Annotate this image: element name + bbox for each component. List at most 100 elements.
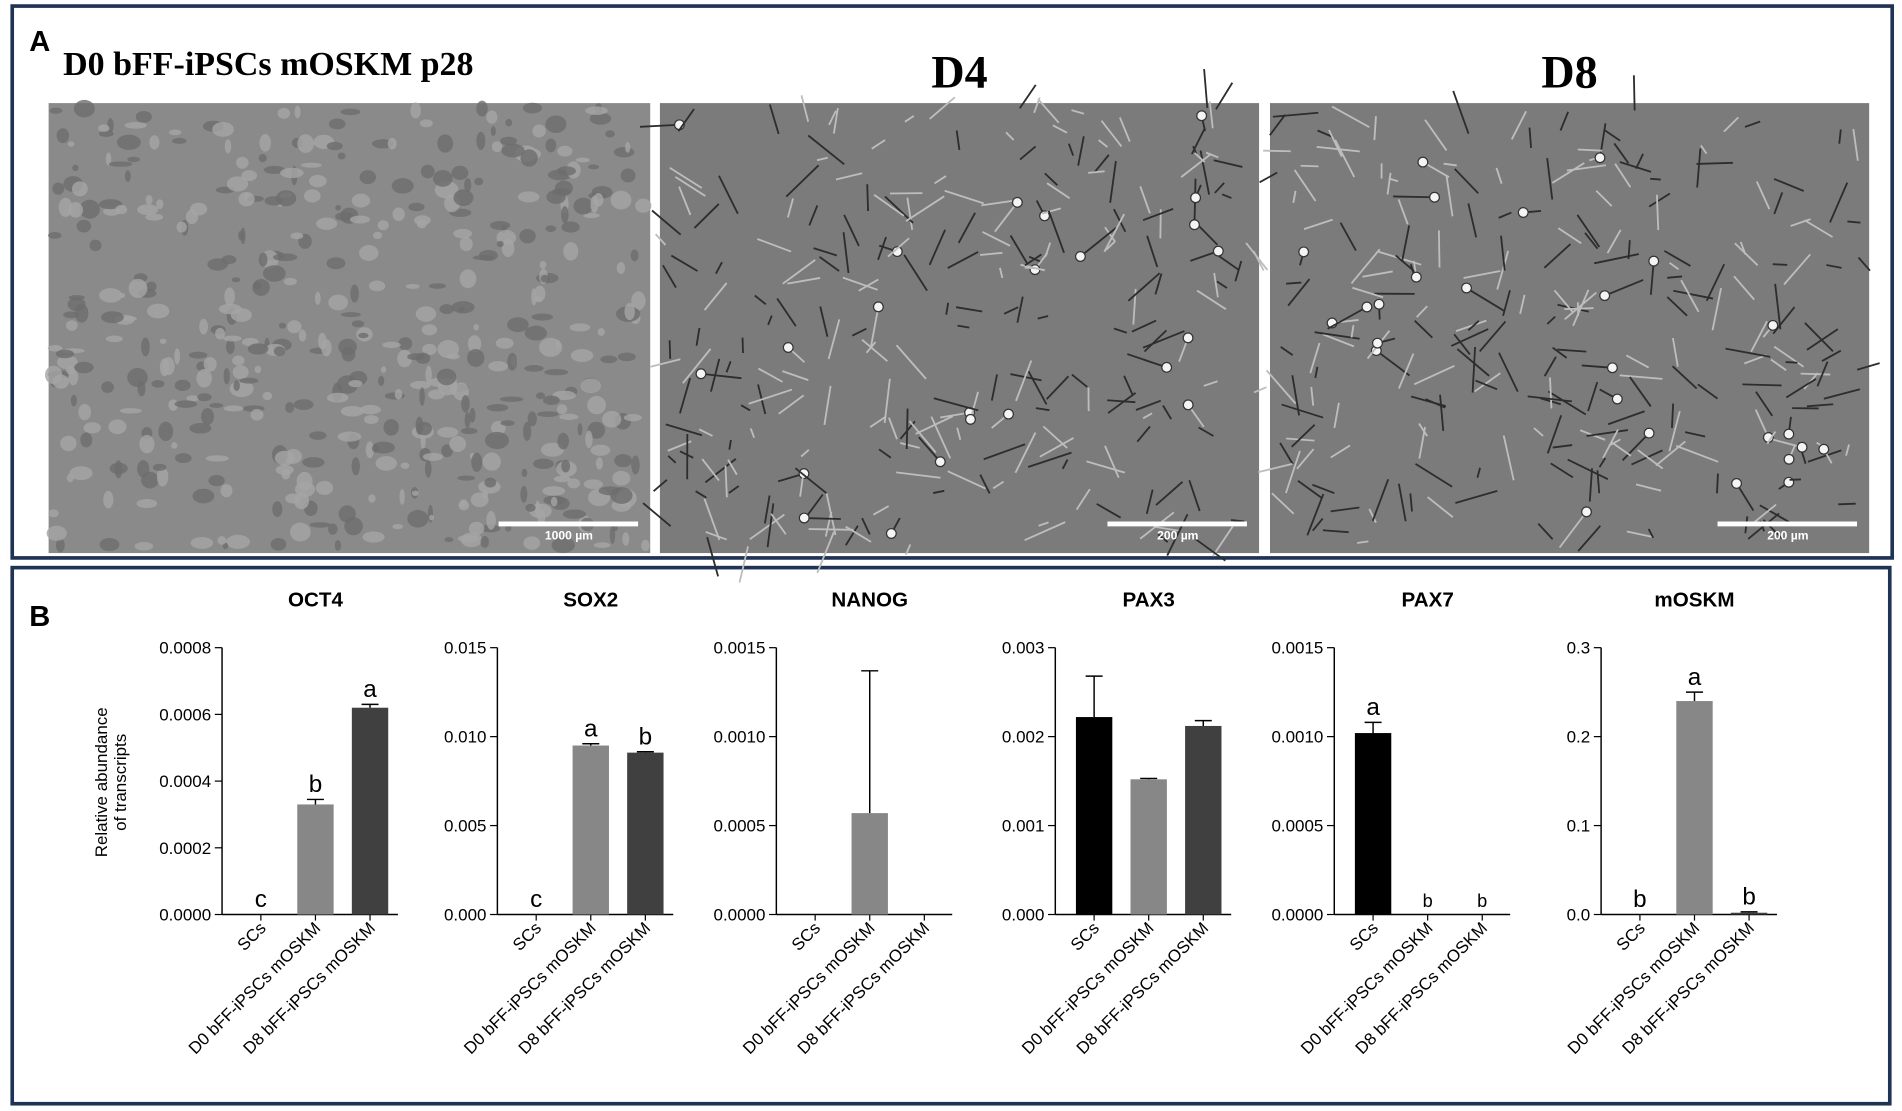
- cell-process: [982, 231, 1011, 247]
- cell: [136, 498, 158, 509]
- cell: [118, 292, 126, 298]
- y-tick-label: 0.0008: [159, 639, 211, 658]
- cell-process: [905, 544, 912, 555]
- cell-process: [1272, 111, 1319, 118]
- cell: [328, 118, 346, 130]
- cell-process: [1296, 448, 1315, 470]
- cell-process: [930, 416, 952, 459]
- cell-process: [1547, 390, 1587, 416]
- cell: [65, 320, 78, 331]
- cell-process: [1291, 424, 1316, 448]
- cell-process: [1564, 291, 1597, 320]
- cell: [316, 217, 338, 230]
- cell-process: [1253, 386, 1267, 394]
- cell: [378, 375, 385, 386]
- cell: [486, 110, 498, 124]
- cell-process: [1071, 373, 1088, 388]
- cell-process: [1010, 373, 1042, 382]
- cell-process: [770, 513, 787, 535]
- cell: [474, 177, 484, 186]
- cell: [72, 164, 79, 172]
- cell-process: [1856, 362, 1880, 371]
- cell-process: [800, 95, 810, 122]
- cell-process: [701, 458, 720, 482]
- cell-process: [823, 385, 832, 426]
- cell-process: [871, 139, 886, 150]
- cell-process: [1052, 124, 1068, 134]
- cell-process: [1014, 432, 1037, 474]
- cell: [258, 252, 268, 267]
- cell-process: [1303, 218, 1333, 231]
- cell-process: [1586, 429, 1629, 437]
- cell-process: [1213, 159, 1243, 168]
- cell-process: [1414, 320, 1434, 339]
- cell-process: [1215, 82, 1234, 110]
- cell: [561, 459, 571, 473]
- cell-process: [955, 130, 961, 151]
- cell: [152, 463, 167, 471]
- cell: [127, 367, 148, 388]
- cell: [429, 514, 435, 521]
- y-tick-label: 0.010: [444, 728, 486, 747]
- chart-title: PAX3: [1123, 588, 1175, 611]
- cell: [222, 335, 242, 342]
- cell-process: [851, 327, 867, 337]
- cell: [239, 377, 259, 384]
- cell: [139, 434, 155, 454]
- cell-process: [799, 477, 804, 497]
- scale-bar-label: 200 µm: [1157, 529, 1199, 543]
- cell-process: [1263, 149, 1291, 153]
- cell: [392, 207, 405, 222]
- cell-process: [1259, 171, 1278, 184]
- cell-process: [1005, 131, 1015, 141]
- cell: [141, 337, 150, 357]
- cell-process: [1577, 525, 1602, 552]
- cell-process: [1619, 374, 1663, 380]
- cell: [197, 393, 212, 402]
- cell: [68, 368, 79, 386]
- cell-process: [1550, 462, 1574, 479]
- cell: [73, 99, 95, 118]
- cell: [371, 444, 379, 453]
- cell: [172, 137, 187, 144]
- cell: [484, 431, 510, 450]
- cell: [622, 532, 630, 546]
- cell-process: [1199, 150, 1210, 195]
- cell-process: [1632, 75, 1636, 111]
- cell: [394, 388, 403, 400]
- x-tick-label: SCs: [234, 918, 270, 954]
- cell: [205, 455, 229, 462]
- cell: [124, 170, 131, 183]
- cell-process: [947, 251, 979, 269]
- cell: [337, 152, 346, 160]
- cell-process: [1635, 483, 1662, 492]
- cell: [223, 368, 230, 385]
- cell-process: [749, 513, 785, 540]
- cell-process: [718, 175, 739, 215]
- cell: [233, 380, 240, 392]
- bright-cell: [872, 301, 884, 313]
- bright-cell: [1003, 408, 1014, 420]
- bar: [572, 745, 609, 915]
- cell: [550, 496, 558, 507]
- panel-a-frame: [10, 4, 1895, 560]
- cell-process: [1546, 158, 1554, 200]
- cell-process: [896, 471, 941, 479]
- cell-process: [785, 164, 820, 198]
- error-bar: [1740, 911, 1758, 913]
- bar: [851, 813, 888, 915]
- cell: [74, 361, 94, 374]
- cell: [254, 365, 262, 374]
- cell-process: [1697, 383, 1719, 400]
- cell-process: [1195, 538, 1226, 562]
- cell: [499, 396, 524, 402]
- cell-process: [1333, 402, 1340, 429]
- cell: [334, 540, 342, 551]
- cell: [68, 202, 83, 218]
- cell: [392, 524, 404, 530]
- bar: [297, 804, 334, 915]
- cell: [103, 490, 114, 509]
- cell: [174, 379, 191, 391]
- cell: [250, 408, 264, 421]
- cell: [459, 237, 473, 252]
